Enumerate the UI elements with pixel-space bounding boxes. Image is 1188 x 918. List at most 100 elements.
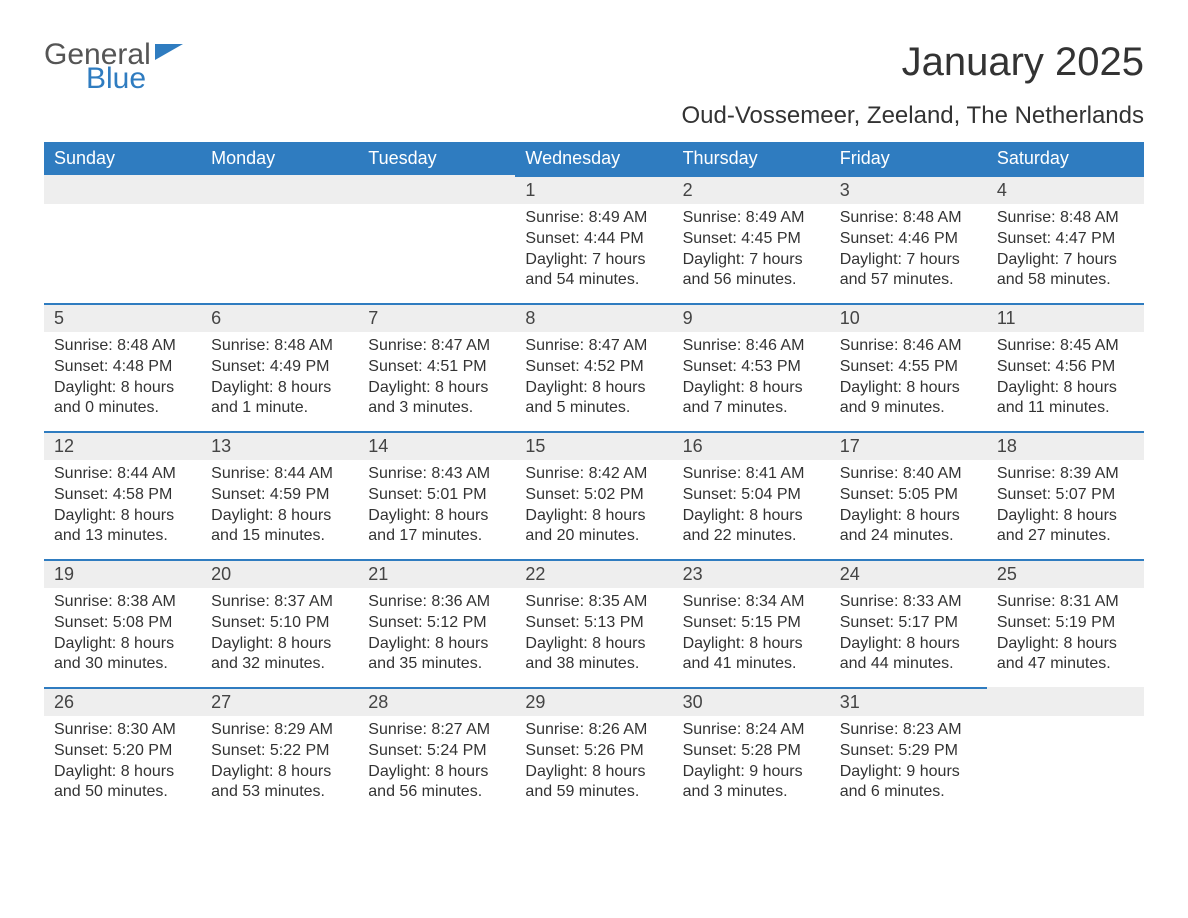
sunset-line-value: 5:19 PM [1051,614,1115,631]
sunrise-line-label: Sunrise: [997,209,1056,226]
calendar-cell [358,175,515,303]
sunrise-line-value: 8:30 AM [113,721,176,738]
daylight-line1: Daylight: 8 hours [997,506,1134,527]
sunset-line-value: 5:04 PM [737,486,801,503]
sunrise-line: Sunrise: 8:37 AM [211,592,348,613]
sunset-line-label: Sunset: [525,486,579,503]
daylight-line1-value: 8 hours [902,635,960,652]
day-details: Sunrise: 8:23 AMSunset: 5:29 PMDaylight:… [830,716,987,813]
calendar-cell: 2Sunrise: 8:49 AMSunset: 4:45 PMDaylight… [673,175,830,303]
sunset-line: Sunset: 5:15 PM [683,613,820,634]
sunset-line-value: 5:08 PM [108,614,172,631]
day-number: 13 [201,431,358,460]
daylight-line1-value: 8 hours [588,507,646,524]
sunset-line-label: Sunset: [368,358,422,375]
day-number: 2 [673,175,830,204]
day-details: Sunrise: 8:44 AMSunset: 4:59 PMDaylight:… [201,460,358,557]
daylight-line2: and 6 minutes. [840,782,977,803]
sunset-line-value: 4:51 PM [423,358,487,375]
sunrise-line: Sunrise: 8:49 AM [683,208,820,229]
day-number [358,175,515,204]
day-details: Sunrise: 8:38 AMSunset: 5:08 PMDaylight:… [44,588,201,685]
daylight-line1-value: 8 hours [588,763,646,780]
calendar-cell: 17Sunrise: 8:40 AMSunset: 5:05 PMDayligh… [830,431,987,559]
daylight-line1-value: 8 hours [273,763,331,780]
sunrise-line-label: Sunrise: [840,337,899,354]
sunrise-line: Sunrise: 8:47 AM [368,336,505,357]
sunrise-line-label: Sunrise: [54,337,113,354]
daylight-line1: Daylight: 7 hours [997,250,1134,271]
daylight-line1-label: Daylight: [54,635,116,652]
sunrise-line-value: 8:49 AM [584,209,647,226]
sunrise-line-value: 8:29 AM [270,721,333,738]
sunrise-line: Sunrise: 8:44 AM [211,464,348,485]
sunrise-line-value: 8:26 AM [584,721,647,738]
calendar-cell: 26Sunrise: 8:30 AMSunset: 5:20 PMDayligh… [44,687,201,815]
day-details: Sunrise: 8:48 AMSunset: 4:49 PM Daylight:… [201,332,358,429]
daylight-line1: Daylight: 8 hours [997,378,1134,399]
day-details: Sunrise: 8:37 AMSunset: 5:10 PMDaylight:… [201,588,358,685]
calendar-week-row: 1Sunrise: 8:49 AMSunset: 4:44 PMDaylight… [44,175,1144,303]
sunrise-line: Sunrise: 8:48 AM [840,208,977,229]
day-details: Sunrise: 8:46 AMSunset: 4:53 PMDaylight:… [673,332,830,429]
sunset-line-value: 5:10 PM [265,614,329,631]
sunrise-line: Sunrise: 8:45 AM [997,336,1134,357]
sunrise-line-value: 8:39 AM [1056,465,1119,482]
sunrise-line-value: 8:48 AM [270,337,333,354]
daylight-line2: and 50 minutes. [54,782,191,803]
daylight-line1-label: Daylight: [997,507,1059,524]
calendar-cell: 15Sunrise: 8:42 AMSunset: 5:02 PMDayligh… [515,431,672,559]
day-details: Sunrise: 8:35 AMSunset: 5:13 PMDaylight:… [515,588,672,685]
daylight-line1-value: 9 hours [745,763,803,780]
sunrise-line: Sunrise: 8:36 AM [368,592,505,613]
sunset-line-label: Sunset: [840,358,894,375]
sunset-line-value: 4:49 PM [265,358,329,375]
daylight-line1: Daylight: 8 hours [211,762,348,783]
day-number: 30 [673,687,830,716]
sunset-line-label: Sunset: [211,358,265,375]
sunset-line: Sunset: 5:17 PM [840,613,977,634]
day-number: 5 [44,303,201,332]
calendar-table: Sunday Monday Tuesday Wednesday Thursday… [44,142,1144,815]
day-details: Sunrise: 8:39 AMSunset: 5:07 PMDaylight:… [987,460,1144,557]
calendar-cell: 6Sunrise: 8:48 AMSunset: 4:49 PMDaylight… [201,303,358,431]
daylight-line1: Daylight: 9 hours [840,762,977,783]
sunrise-line-value: 8:44 AM [270,465,333,482]
sunset-line-label: Sunset: [997,486,1051,503]
daylight-line1: Daylight: 8 hours [525,378,662,399]
sunset-line-label: Sunset: [525,230,579,247]
sunset-line-label: Sunset: [211,486,265,503]
day-details: Sunrise: 8:46 AMSunset: 4:55 PMDaylight:… [830,332,987,429]
sunset-line-value: 4:45 PM [737,230,801,247]
day-number: 1 [515,175,672,204]
daylight-line2: and 0 minutes. [54,398,191,419]
sunrise-line-value: 8:44 AM [113,465,176,482]
sunset-line: Sunset: 5:01 PM [368,485,505,506]
sunrise-line: Sunrise: 8:39 AM [997,464,1134,485]
day-number: 18 [987,431,1144,460]
sunset-line: Sunset: 5:04 PM [683,485,820,506]
daylight-line2: and 53 minutes. [211,782,348,803]
day-details: Sunrise: 8:49 AMSunset: 4:44 PMDaylight:… [515,204,672,301]
calendar-cell: 19Sunrise: 8:38 AMSunset: 5:08 PMDayligh… [44,559,201,687]
sunset-line-label: Sunset: [840,486,894,503]
sunrise-line-value: 8:46 AM [898,337,961,354]
day-details: Sunrise: 8:48 AMSunset: 4:48 PMDaylight:… [44,332,201,429]
day-number: 22 [515,559,672,588]
sunrise-line: Sunrise: 8:48 AM [211,336,348,357]
daylight-line2: and 9 minutes. [840,398,977,419]
daylight-line1-label: Daylight: [525,763,587,780]
sunset-line-value: 5:22 PM [265,742,329,759]
daylight-line2: and 7 minutes. [683,398,820,419]
sunset-line-label: Sunset: [997,230,1051,247]
sunrise-line-value: 8:31 AM [1056,593,1119,610]
daylight-line1: Daylight: 8 hours [211,378,348,399]
daylight-line1-value: 7 hours [745,251,803,268]
sunset-line-value: 5:17 PM [894,614,958,631]
sunset-line-value: 4:58 PM [108,486,172,503]
sunset-line-label: Sunset: [683,742,737,759]
daylight-line1-value: 8 hours [902,379,960,396]
daylight-line1-value: 8 hours [745,635,803,652]
calendar-cell: 3Sunrise: 8:48 AMSunset: 4:46 PMDaylight… [830,175,987,303]
sunrise-line-label: Sunrise: [525,721,584,738]
